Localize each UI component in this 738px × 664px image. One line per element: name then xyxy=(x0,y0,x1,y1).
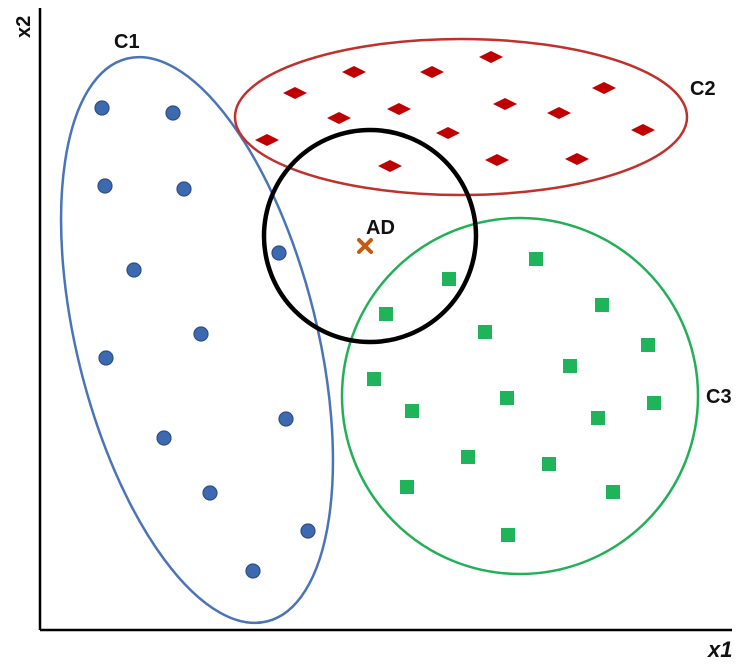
cluster-c3-point xyxy=(400,480,414,494)
cluster-c3-point xyxy=(367,372,381,386)
cluster-c3-point xyxy=(442,272,456,286)
cluster-c1-point xyxy=(94,100,110,116)
cluster-c3-point xyxy=(542,457,556,471)
cluster-c3-point xyxy=(529,252,543,266)
cluster-c1-point xyxy=(193,326,209,342)
cluster-c3-point xyxy=(478,325,492,339)
cluster-c3-point xyxy=(500,391,514,405)
cluster-c1-point xyxy=(271,245,287,261)
cluster-c1-point xyxy=(156,430,172,446)
anomaly-label: AD xyxy=(366,217,395,239)
cluster-c3-boundary xyxy=(340,216,700,576)
cluster-c2-point xyxy=(342,66,366,78)
cluster-c3-point xyxy=(647,396,661,410)
cluster-c2-point xyxy=(327,112,351,124)
y-axis-label: x2 xyxy=(13,16,35,38)
cluster-c3-point xyxy=(405,404,419,418)
cluster-c1-point xyxy=(300,523,316,539)
cluster-c3-point xyxy=(461,450,475,464)
cluster-c2-point xyxy=(493,98,517,110)
cluster-c3-point xyxy=(606,485,620,499)
cluster-c3-point xyxy=(591,411,605,425)
anomaly-neighborhood-circle xyxy=(261,127,479,345)
cluster-c2-point xyxy=(387,103,411,115)
cluster-c1-point xyxy=(176,181,192,197)
cluster-c2-point xyxy=(436,127,460,139)
cluster-c2-boundary xyxy=(233,37,689,197)
cluster-c2-point xyxy=(631,124,655,136)
cluster-c1-point xyxy=(98,350,114,366)
cluster-c2-point xyxy=(565,153,589,165)
cluster-c1-point xyxy=(126,262,142,278)
cluster-c2-point xyxy=(479,51,503,63)
cluster-c3-point xyxy=(641,338,655,352)
cluster-c2-label: C2 xyxy=(690,78,716,100)
cluster-c2-point xyxy=(283,87,307,99)
cluster-c3-point xyxy=(595,298,609,312)
cluster-c1-point xyxy=(202,485,218,501)
cluster-c2-point xyxy=(420,66,444,78)
cluster-c1-point xyxy=(97,178,113,194)
cluster-c2-point xyxy=(547,107,571,119)
cluster-c3-point xyxy=(563,359,577,373)
cluster-c2-point xyxy=(255,134,279,146)
cluster-c2-point xyxy=(485,154,509,166)
cluster-c1-point xyxy=(165,105,181,121)
cluster-c2-point xyxy=(378,160,402,172)
data-points xyxy=(94,51,661,579)
cluster-c3-label: C3 xyxy=(706,386,732,408)
anomaly-cross-marker xyxy=(357,238,373,254)
cluster-c3-point xyxy=(379,307,393,321)
cluster-c3-point xyxy=(501,528,515,542)
cluster-c1-point xyxy=(278,411,294,427)
cluster-c1-boundary xyxy=(59,55,335,625)
cluster-c2-point xyxy=(592,82,616,94)
x-axis-label: x1 xyxy=(707,637,732,662)
cluster-c1-point xyxy=(245,563,261,579)
cluster-c1-label: C1 xyxy=(114,31,140,53)
